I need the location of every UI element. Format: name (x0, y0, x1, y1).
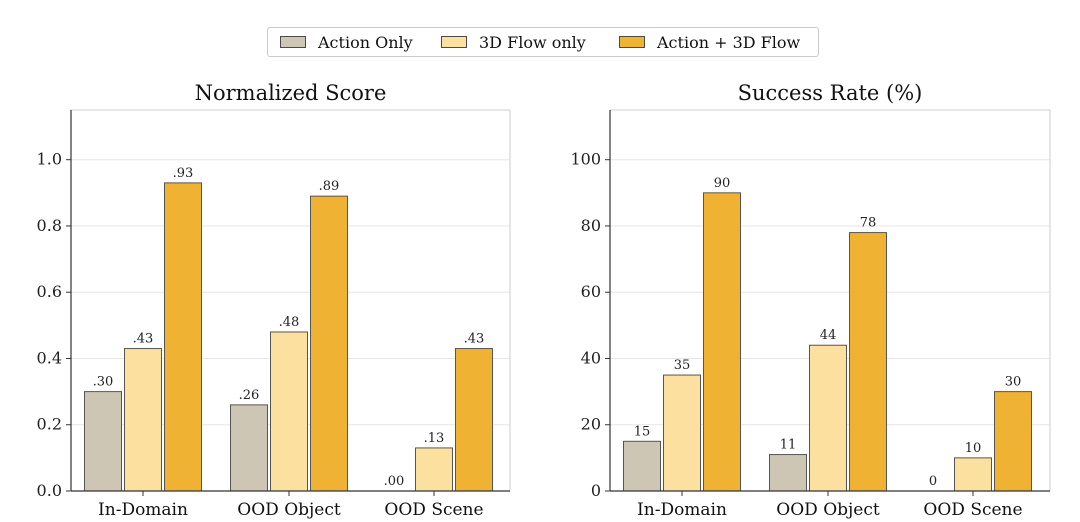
legend-item-3d-flow-only: 3D Flow only (441, 28, 586, 56)
data-label: .48 (279, 315, 300, 330)
y-tick-label: 0.6 (37, 282, 62, 301)
legend-label: Action Only (318, 32, 413, 52)
bar (230, 404, 268, 492)
chart-title: Success Rate (%) (738, 81, 923, 105)
bar (663, 374, 701, 492)
bar (809, 344, 847, 492)
bar (455, 348, 493, 492)
data-label: .43 (464, 332, 485, 347)
bar (849, 232, 887, 492)
data-label: 90 (714, 176, 731, 191)
bar (415, 447, 453, 492)
bar (703, 192, 741, 492)
data-label: .89 (319, 179, 340, 194)
data-label: .26 (239, 388, 260, 403)
data-label: 78 (860, 216, 877, 231)
legend-label: 3D Flow only (479, 32, 586, 52)
data-label: .43 (133, 332, 154, 347)
legend-item-action-only: Action Only (280, 28, 413, 56)
data-label: .30 (93, 375, 114, 390)
chart-panel-2: 0 20 40 60 80 100 15 11 0 35 44 10 90 78 30 In-Domain OO… (570, 81, 1051, 520)
bar (164, 182, 202, 492)
y-tick-label: 1.0 (37, 150, 62, 169)
x-tick-label: OOD Scene (923, 500, 1022, 520)
bar (84, 391, 122, 492)
data-label: 30 (1005, 375, 1022, 390)
legend-item-action-plus-3d-flow: Action + 3D Flow (619, 28, 800, 56)
y-tick-label: 0.2 (37, 415, 62, 434)
y-tick-label: 80 (581, 216, 601, 235)
bar (994, 391, 1032, 492)
y-tick-label: 0.4 (37, 348, 62, 367)
bar (124, 348, 162, 492)
data-label: 0 (929, 474, 937, 489)
bar (270, 331, 308, 492)
bar (310, 195, 348, 492)
y-tick-label: 20 (581, 415, 601, 434)
legend-swatch-3d-flow-only (441, 36, 467, 48)
data-label: 11 (780, 438, 797, 453)
legend-swatch-action-only (280, 36, 306, 48)
x-tick-label: OOD Object (776, 500, 880, 520)
data-label: .93 (173, 166, 194, 181)
bar (623, 440, 661, 492)
data-label: .13 (424, 431, 445, 446)
bar (954, 457, 992, 492)
legend: Action Only 3D Flow only Action + 3D Flo… (267, 27, 819, 57)
y-tick-label: 100 (570, 150, 601, 169)
x-tick-label: In-Domain (637, 500, 727, 520)
y-tick-label: 0.8 (37, 216, 62, 235)
chart-panel-1: 0.0 0.2 0.4 0.6 0.8 1.0 .30 .26 .00 .43 .48 .13 .93.… (37, 81, 511, 520)
x-tick-label: OOD Object (237, 500, 341, 520)
data-label: .00 (384, 474, 405, 489)
y-tick-label: 0 (591, 481, 601, 500)
y-tick-label: 40 (581, 348, 601, 367)
y-tick-label: 0.0 (37, 481, 62, 500)
chart-title: Normalized Score (195, 81, 387, 105)
x-tick-label: OOD Scene (384, 500, 483, 520)
data-label: 44 (820, 328, 837, 343)
x-tick-label: In-Domain (98, 500, 188, 520)
data-label: 10 (965, 441, 982, 456)
legend-label: Action + 3D Flow (657, 32, 801, 52)
y-tick-label: 60 (581, 282, 601, 301)
legend-swatch-action-plus-3d-flow (619, 36, 645, 48)
bar (769, 454, 807, 492)
data-label: 15 (634, 424, 651, 439)
data-label: 35 (674, 358, 691, 373)
